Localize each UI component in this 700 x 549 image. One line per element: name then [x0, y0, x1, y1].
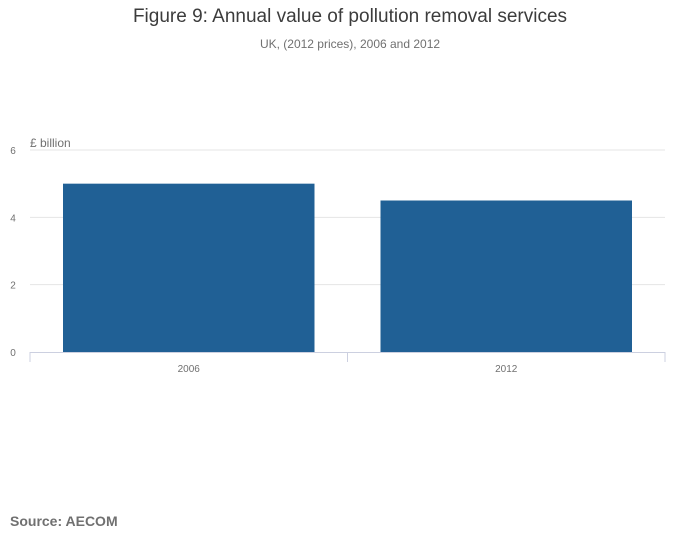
bar-2006[interactable]: [63, 183, 315, 352]
y-axis-ticks: 0 2 4 6: [10, 146, 16, 359]
x-tick-label: 2012: [495, 364, 518, 375]
y-tick-label: 2: [10, 281, 16, 292]
chart-title: Figure 9: Annual value of pollution remo…: [132, 6, 568, 27]
y-tick-label: 4: [10, 213, 16, 224]
bars: [63, 183, 633, 353]
x-tick-label: 2006: [178, 364, 201, 375]
chart-subtitle: UK, (2012 prices), 2006 and 2012: [259, 37, 441, 51]
y-tick-label: 6: [10, 146, 16, 157]
bar-2012[interactable]: [380, 200, 633, 353]
x-axis: 2006 2012: [29, 352, 666, 375]
y-axis-label: £ billion: [30, 136, 71, 150]
y-tick-label: 0: [10, 348, 16, 359]
source-note: Source: AECOM: [10, 513, 118, 529]
